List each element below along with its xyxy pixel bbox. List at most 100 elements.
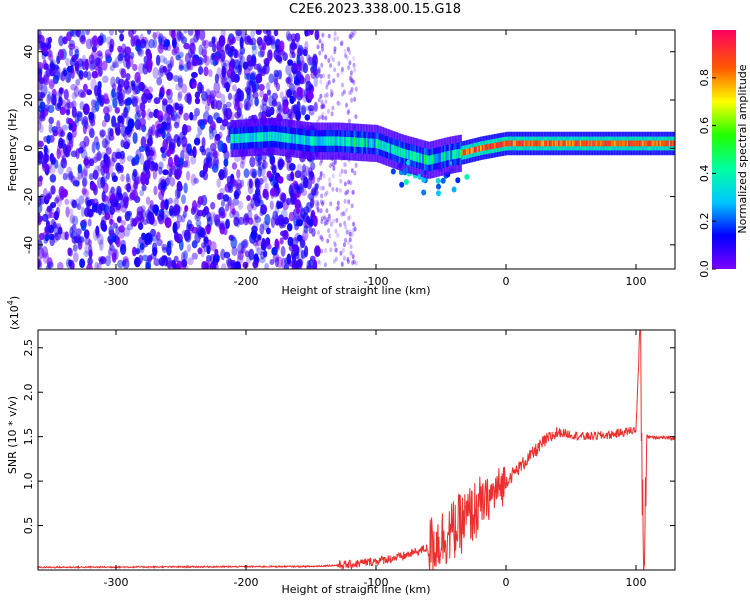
- heatmap-cell: [227, 92, 233, 101]
- heatmap-cell: [38, 115, 46, 122]
- heatmap-cell: [191, 252, 198, 260]
- heatmap-cell: [570, 140, 573, 147]
- heatmap-cell: [38, 258, 41, 269]
- heatmap-cell: [221, 77, 227, 89]
- heatmap-cell: [375, 138, 378, 149]
- heatmap-cell: [151, 219, 158, 227]
- heatmap-cell: [336, 72, 340, 78]
- heatmap-cell: [450, 150, 453, 160]
- heatmap-cell: [333, 67, 337, 73]
- heatmap-cell: [501, 141, 504, 148]
- heatmap-cell: [344, 237, 348, 243]
- heatmap-cell: [201, 137, 206, 149]
- heatmap-cell: [347, 118, 351, 124]
- heatmap-cell: [323, 262, 327, 268]
- heatmap-cell: [65, 206, 70, 218]
- heatmap-cell: [148, 111, 154, 119]
- heatmap-cell: [193, 177, 199, 184]
- heatmap-cell: [340, 261, 344, 267]
- heatmap-cell: [274, 172, 279, 182]
- heatmap-cell: [84, 242, 91, 255]
- snr-multiplier-exponent: 4: [6, 300, 15, 305]
- heatmap-cell: [343, 198, 347, 204]
- snr-y-tick-label-4: 2.5: [22, 339, 35, 357]
- heatmap-cell: [77, 163, 83, 174]
- heatmap-cell: [151, 161, 156, 171]
- heatmap-cell: [222, 194, 230, 202]
- heatmap-cell: [46, 42, 52, 50]
- heatmap-cell: [346, 256, 350, 262]
- heatmap-cell: [191, 240, 198, 249]
- heatmap-cell: [194, 107, 200, 117]
- heatmap-cell: [134, 216, 140, 223]
- heatmap-cell: [190, 173, 197, 186]
- heatmap-cell: [55, 194, 60, 203]
- heatmap-cell: [58, 87, 64, 95]
- heatmap-cell: [58, 90, 63, 98]
- heatmap-cell: [135, 247, 141, 255]
- heatmap-cell: [285, 76, 292, 84]
- heatmap-cell: [161, 255, 168, 262]
- heatmap-cell: [233, 134, 236, 144]
- heatmap-cell: [653, 140, 656, 147]
- heatmap-cell: [169, 177, 176, 187]
- heatmap-cell: [331, 136, 334, 146]
- heatmap-cell: [302, 164, 307, 173]
- heatmap-cell: [47, 91, 52, 102]
- heatmap-cell: [447, 151, 450, 161]
- heatmap-cell: [328, 136, 331, 146]
- heatmap-cell: [134, 71, 141, 84]
- heatmap-cell: [439, 152, 442, 163]
- heatmap-cell: [214, 73, 220, 84]
- heatmap-cell: [175, 83, 182, 91]
- heatmap-cell: [341, 247, 345, 253]
- heatmap-cell: [48, 204, 54, 215]
- heatmap-cell: [422, 154, 425, 164]
- heatmap-cell: [183, 63, 189, 73]
- heatmap-cell: [163, 208, 169, 221]
- heatmap-cell: [339, 136, 342, 146]
- heatmap-cell: [225, 101, 232, 108]
- heatmap-cell: [274, 256, 280, 268]
- heatmap-cell: [421, 189, 427, 196]
- heatmap-cell: [484, 144, 487, 151]
- heatmap-cell: [89, 128, 95, 139]
- heatmap-cell: [324, 115, 328, 121]
- heatmap-cell: [140, 171, 145, 182]
- heatmap-cell: [236, 169, 241, 179]
- heatmap-cell: [42, 252, 50, 264]
- heatmap-cell: [330, 136, 333, 146]
- heatmap-cell: [311, 186, 317, 197]
- heatmap-cell: [394, 145, 397, 155]
- heatmap-cell: [317, 115, 321, 121]
- heatmap-cell: [262, 159, 267, 170]
- heatmap-cell: [296, 185, 303, 195]
- heatmap-cell: [201, 98, 208, 105]
- heatmap-cell: [288, 162, 296, 171]
- heatmap-cell: [103, 106, 110, 115]
- heatmap-cell: [147, 86, 154, 94]
- heatmap-cell: [304, 114, 311, 121]
- heatmap-cell: [50, 158, 56, 166]
- heatmap-cell: [47, 104, 55, 114]
- heatmap-cell: [161, 152, 167, 159]
- heatmap-cell: [618, 140, 621, 147]
- heatmap-cell: [76, 69, 82, 77]
- heatmap-cell: [96, 230, 101, 239]
- heatmap-cell: [210, 211, 216, 219]
- heatmap-cell: [664, 140, 667, 147]
- heatmap-cell: [305, 80, 312, 92]
- heatmap-cell: [342, 136, 345, 147]
- heatmap-cell: [101, 175, 108, 185]
- heatmap-cell: [183, 30, 188, 34]
- heatmap-cell: [320, 216, 324, 222]
- heatmap-cell: [280, 132, 283, 142]
- heatmap-cell: [288, 184, 294, 196]
- heatmap-cell: [329, 88, 333, 94]
- heatmap-cell: [317, 66, 321, 72]
- heatmap-cell: [332, 218, 336, 224]
- heatmap-cell: [123, 85, 128, 94]
- heatmap-cell: [220, 199, 226, 207]
- heatmap-cell: [344, 136, 347, 147]
- heatmap-cell: [406, 149, 409, 160]
